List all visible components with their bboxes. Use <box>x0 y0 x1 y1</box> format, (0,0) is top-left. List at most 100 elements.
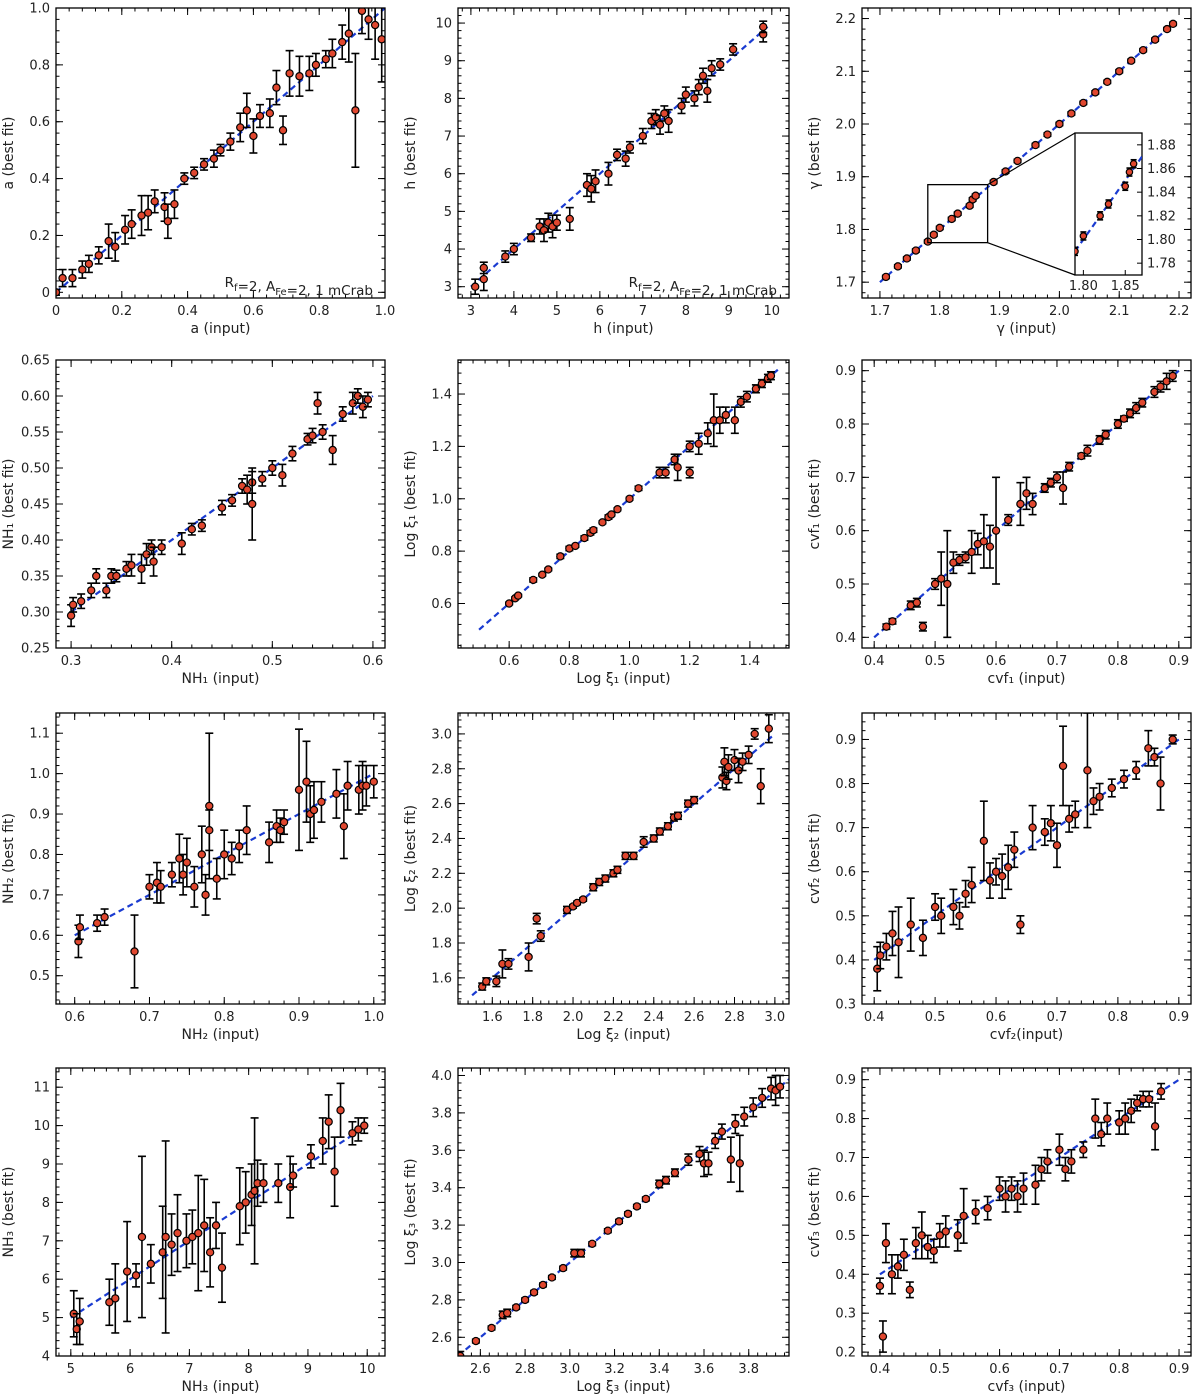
data-point <box>1058 483 1068 493</box>
data-point <box>92 571 101 581</box>
fit-line <box>470 26 769 288</box>
data-point <box>1055 119 1064 129</box>
data-point <box>105 1298 114 1307</box>
data-point <box>344 29 354 38</box>
x-tick-label: 2.0 <box>563 1010 584 1025</box>
data-point <box>730 416 740 425</box>
x-tick-label: 2.4 <box>643 1010 664 1025</box>
data-point <box>216 145 225 155</box>
data-point <box>503 1308 512 1318</box>
data-point <box>317 797 326 807</box>
x-tick-label: 0.7 <box>1049 1362 1070 1377</box>
data-point <box>100 912 109 922</box>
data-point <box>1083 446 1092 455</box>
data-point <box>1150 35 1160 44</box>
y-tick-label: 0.40 <box>21 534 50 549</box>
data-point <box>1052 841 1062 850</box>
x-tick-label: 1.4 <box>740 654 761 669</box>
x-axis-label: h (input) <box>593 321 653 337</box>
inset-y-tick-label: 1.82 <box>1147 209 1176 224</box>
x-tick-label: 2.2 <box>603 1010 624 1025</box>
data-point <box>1013 1192 1022 1201</box>
data-point <box>145 882 154 891</box>
data-point <box>1119 774 1129 784</box>
y-tick-label: 1.4 <box>431 388 452 403</box>
data-point <box>565 214 574 224</box>
data-point <box>87 586 96 595</box>
inset-data-point <box>1096 212 1104 220</box>
data-point <box>360 1121 369 1130</box>
y-tick-label: 2.0 <box>835 118 856 133</box>
data-point <box>178 870 188 879</box>
x-tick-label: 1.8 <box>522 1010 543 1025</box>
data-point <box>227 496 237 505</box>
data-point <box>294 785 304 794</box>
x-axis-label: NH₂ (input) <box>182 1027 260 1043</box>
data-point <box>744 750 753 760</box>
data-point <box>220 850 229 859</box>
panel-logxi1: 0.6 0.8 1.0 1.2 1.4 0.6 0.8 1.0 1.2 1.4 Log ξ₁ (in… <box>403 359 790 687</box>
y-tick-label: 0.45 <box>21 498 50 513</box>
data-point <box>150 197 159 206</box>
inset-x-tick-label: 1.80 <box>1069 279 1098 294</box>
data-point <box>905 1285 915 1295</box>
data-layer <box>875 1078 1180 1353</box>
data-point <box>354 1125 363 1134</box>
data-point <box>1064 462 1074 471</box>
data-point <box>78 265 87 274</box>
x-tick-label: 0.6 <box>989 1362 1010 1377</box>
data-point <box>1058 761 1068 771</box>
y-tick-label: 2.8 <box>431 1293 452 1308</box>
data-point <box>311 60 321 70</box>
y-tick-label: 0.8 <box>29 58 50 73</box>
data-point <box>876 951 885 960</box>
x-tick-label: 0.2 <box>111 304 132 319</box>
data-point <box>1031 1180 1040 1189</box>
x-axis-label: cvf₃ (input) <box>988 1379 1066 1395</box>
data-point <box>526 233 536 242</box>
x-tick-label: 0.6 <box>986 654 1007 669</box>
data-point <box>703 429 712 438</box>
data-point <box>930 579 940 589</box>
y-tick-label: 1.6 <box>431 971 452 986</box>
data-point <box>882 622 891 631</box>
y-axis-label: Log ξ₁ (best fit) <box>403 450 419 557</box>
y-tick-label: 0.7 <box>835 1151 856 1166</box>
data-point <box>716 60 725 69</box>
data-point <box>156 882 165 891</box>
data-point <box>589 525 598 535</box>
y-tick-label: 0.7 <box>835 821 856 836</box>
y-tick-label: 1.8 <box>835 223 856 238</box>
data-point <box>735 1159 744 1168</box>
plot-frame <box>861 359 1192 649</box>
data-point <box>929 230 938 239</box>
x-axis-label: NH₃ (input) <box>182 1379 260 1395</box>
data-point <box>547 1273 557 1282</box>
data-point <box>1055 1145 1064 1154</box>
data-point <box>893 262 903 271</box>
data-point <box>227 854 236 863</box>
data-point <box>68 600 78 610</box>
data-point <box>655 1179 664 1189</box>
data-point <box>1004 515 1013 525</box>
data-point <box>1132 1098 1142 1108</box>
data-point <box>894 938 903 947</box>
data-point <box>92 918 102 928</box>
data-point <box>707 64 716 73</box>
data-point <box>997 871 1007 881</box>
data-point <box>343 781 352 790</box>
data-point <box>513 591 523 600</box>
data-point <box>995 1184 1004 1193</box>
x-tick-label: 2.6 <box>684 1010 705 1025</box>
data-point <box>274 1178 283 1188</box>
data-point <box>255 111 265 121</box>
data-point <box>104 236 113 246</box>
data-point <box>881 272 891 282</box>
y-tick-label: 9 <box>42 1158 50 1173</box>
data-point <box>1067 109 1076 118</box>
data-point <box>578 895 588 904</box>
data-point <box>1156 382 1165 391</box>
y-tick-label: 11 <box>33 1081 50 1096</box>
x-tick-label: 2.1 <box>1109 304 1130 319</box>
x-tick-label: 0.8 <box>1108 654 1129 669</box>
